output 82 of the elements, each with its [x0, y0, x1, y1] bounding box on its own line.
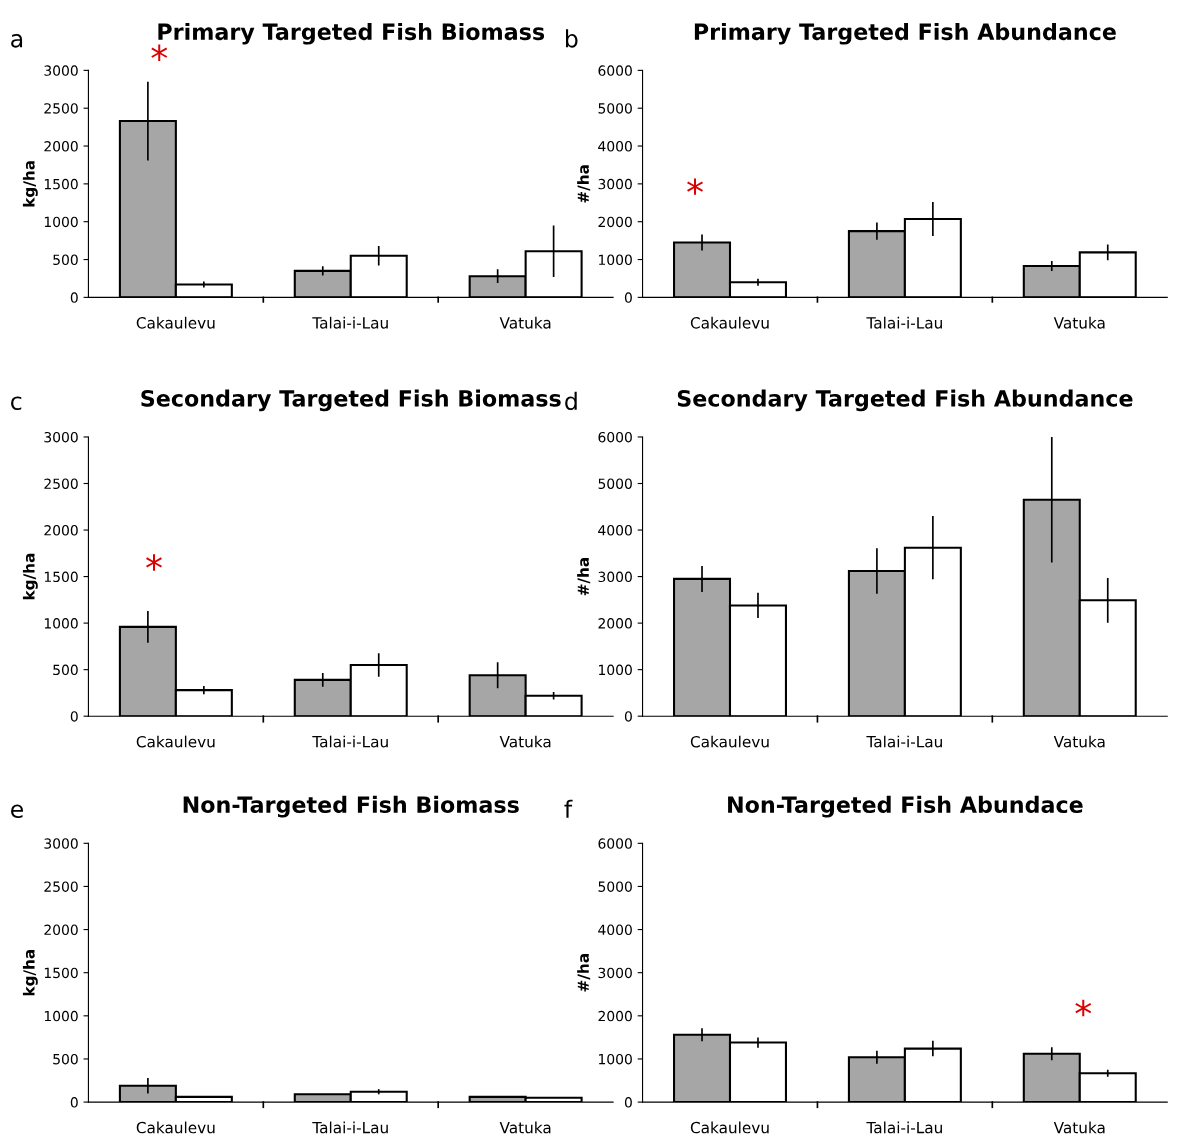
y-tick-label: 1000 — [599, 1053, 632, 1065]
y-tick-label: 2000 — [44, 141, 78, 152]
text: * — [151, 44, 168, 61]
x-tick-label: Vatuka — [499, 735, 551, 748]
y-tick-label: 5000 — [598, 881, 632, 892]
y-tick-label: 1500 — [44, 571, 78, 583]
y-tick-label: 5000 — [598, 103, 632, 114]
y-tick-label: 0 — [624, 1097, 632, 1108]
y-tick-label: 1500 — [44, 967, 78, 979]
y-tick-label: 0 — [70, 711, 78, 722]
y-tick-label: 500 — [53, 1053, 78, 1065]
y-tick-label: 2000 — [598, 618, 632, 629]
y-tick-label: 3000 — [598, 178, 632, 190]
y-tick-label: 0 — [624, 292, 632, 303]
chart-title: Non-Targeted Fish Abundace — [728, 795, 1083, 818]
x-tick-label: Vatuka — [499, 1121, 551, 1134]
chart-title: Primary Targeted Fish Abundance — [694, 22, 1116, 45]
chart-title: Primary Targeted Fish Biomass — [158, 22, 545, 45]
y-axis-title: #/ha — [577, 165, 591, 203]
y-tick-label: 6000 — [598, 65, 632, 76]
x-tick-label: Talai-i-Lau — [312, 735, 388, 748]
y-tick-label: 2000 — [44, 924, 78, 936]
x-tick-label: Talai-i-Lau — [866, 1121, 942, 1134]
text: b — [566, 29, 578, 48]
x-tick-label: Talai-i-Lau — [312, 1121, 388, 1134]
y-tick-label: 0 — [70, 1097, 78, 1108]
y-tick-label: 1000 — [44, 1010, 78, 1022]
y-tick-label: 500 — [53, 254, 78, 266]
y-tick-label: 6000 — [598, 431, 632, 443]
x-tick-label: Vatuka — [1053, 735, 1105, 748]
y-axis-title: kg/ha — [22, 553, 38, 600]
y-tick-label: 6000 — [598, 838, 632, 849]
x-tick-label: Talai-i-Lau — [866, 316, 942, 329]
x-tick-label: Cakaulevu — [690, 316, 769, 329]
y-tick-label: 3000 — [44, 65, 78, 76]
chart-title: Secondary Targeted Fish Abundance — [677, 389, 1133, 412]
y-tick-label: 2500 — [44, 103, 78, 114]
y-tick-label: 4000 — [598, 924, 632, 936]
y-tick-label: 2500 — [44, 881, 78, 892]
y-axis-title: #/ha — [577, 954, 591, 992]
y-tick-label: 4000 — [598, 525, 632, 536]
y-tick-label: 3000 — [44, 838, 78, 849]
y-tick-label: 2000 — [44, 525, 78, 536]
annotation: * — [687, 178, 703, 195]
x-tick-label: Cakaulevu — [136, 316, 215, 329]
y-axis-title: kg/ha — [22, 161, 38, 207]
x-tick-label: Cakaulevu — [690, 735, 769, 748]
x-tick-label: Vatuka — [499, 316, 551, 329]
y-tick-label: 2000 — [598, 1010, 632, 1022]
x-tick-label: Talai-i-Lau — [312, 316, 388, 329]
y-tick-label: 5000 — [598, 478, 632, 489]
text: a — [11, 34, 23, 48]
y-tick-label: 2500 — [44, 478, 78, 489]
y-tick-label: 4000 — [598, 141, 632, 152]
y-tick-label: 1000 — [599, 664, 632, 676]
x-tick-label: Cakaulevu — [690, 1121, 769, 1134]
y-axis-title: kg/ha — [22, 949, 38, 996]
x-tick-label: Vatuka — [1053, 1121, 1105, 1134]
y-tick-label: 0 — [624, 711, 632, 722]
text: e — [11, 804, 23, 819]
text: f — [564, 799, 573, 818]
annotation: * — [1075, 999, 1092, 1017]
y-tick-label: 1500 — [44, 178, 78, 190]
x-tick-label: Cakaulevu — [136, 735, 215, 748]
chart-title: Non-Targeted Fish Biomass — [183, 795, 519, 818]
y-tick-label: 0 — [70, 292, 78, 303]
annotation: * — [146, 554, 162, 571]
y-tick-label: 3000 — [598, 967, 632, 979]
x-tick-label: Vatuka — [1053, 316, 1105, 329]
y-tick-label: 2000 — [598, 216, 632, 228]
y-tick-label: 1000 — [44, 618, 78, 629]
x-tick-label: Cakaulevu — [136, 1121, 215, 1134]
y-tick-label: 3000 — [44, 431, 78, 443]
y-axis-title: #/ha — [577, 558, 591, 596]
y-tick-label: 1000 — [44, 216, 78, 228]
y-tick-label: 1000 — [599, 254, 632, 266]
x-tick-label: Talai-i-Lau — [866, 735, 942, 748]
y-tick-label: 500 — [53, 664, 78, 676]
text: c — [11, 396, 22, 411]
text: d — [565, 391, 577, 411]
chart-title: Secondary Targeted Fish Biomass — [141, 389, 561, 412]
y-tick-label: 3000 — [598, 571, 632, 583]
